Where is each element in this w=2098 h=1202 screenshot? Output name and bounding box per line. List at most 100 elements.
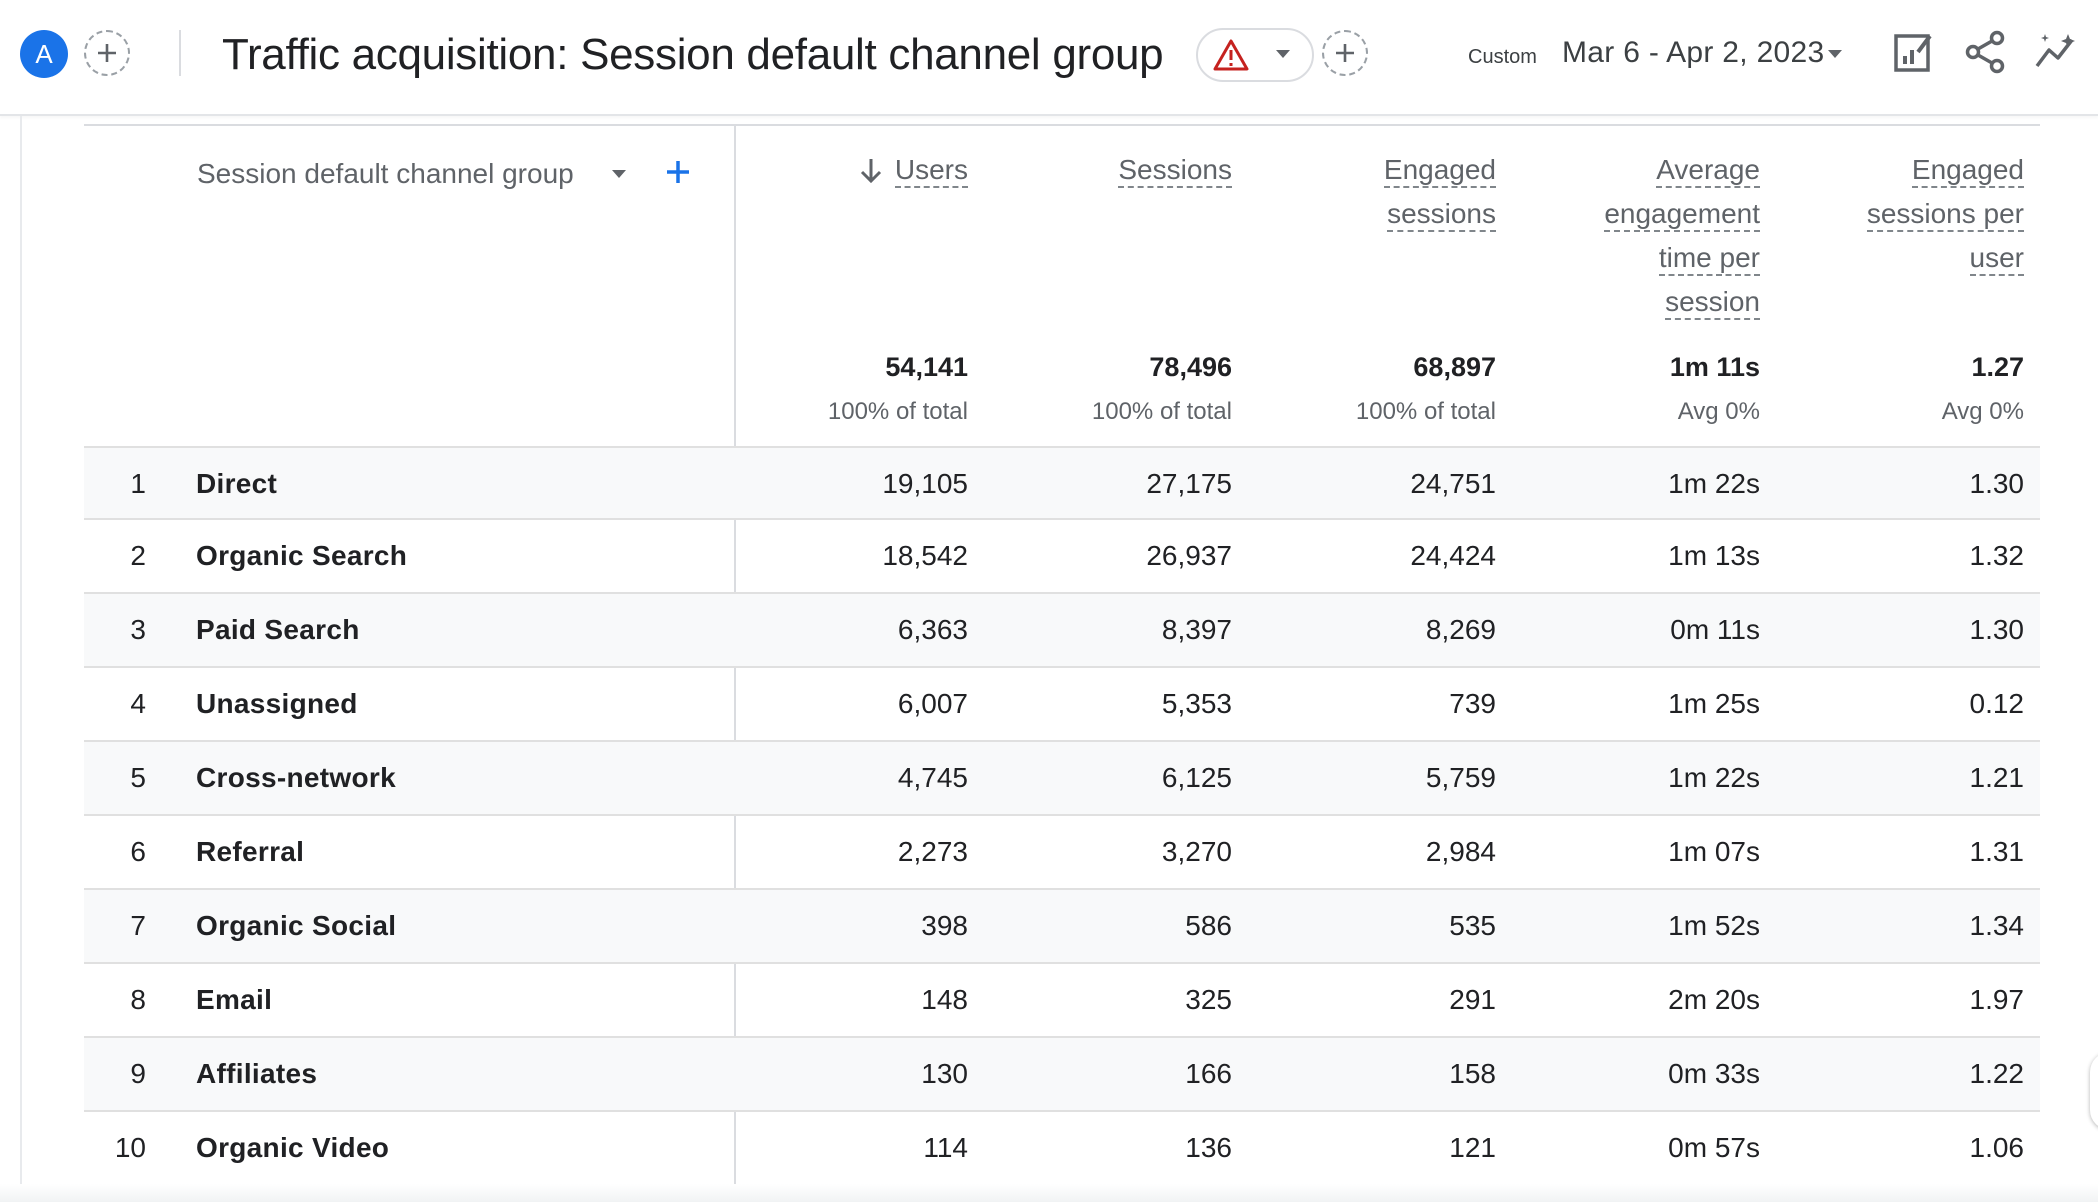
metric-cell-sessions: 8,397 — [1161, 614, 1232, 645]
metric-cell-engaged-sessions: 739 — [1449, 688, 1496, 719]
column-header-text: user — [1969, 242, 2024, 276]
metric-cell-engaged-sessions-per-user: 1.31 — [1969, 836, 2025, 867]
column-header-text: Engaged — [1911, 154, 2024, 188]
table-row[interactable]: 1 Direct 19,105 27,175 24,751 1m 22s 1.30 — [84, 446, 2040, 520]
table-row[interactable]: 2 Organic Search 18,542 26,937 24,424 1m 13s 1… — [84, 520, 2040, 594]
chevron-down-icon[interactable] — [610, 168, 628, 180]
date-range-type: Custom — [1468, 46, 1537, 68]
metric-cell-users: 130 — [921, 1058, 968, 1089]
channel-name[interactable]: Email — [196, 984, 273, 1015]
add-filter-button[interactable] — [1322, 30, 1368, 76]
metric-cell-engaged-sessions: 24,751 — [1410, 468, 1496, 499]
row-index: 6 — [130, 836, 146, 867]
channel-name[interactable]: Organic Social — [196, 910, 397, 941]
chevron-down-icon[interactable] — [1826, 48, 1844, 60]
page-bottom-edge — [0, 1184, 2098, 1202]
header-divider — [179, 30, 181, 76]
channel-name[interactable]: Affiliates — [196, 1058, 318, 1089]
add-comparison-icon — [98, 44, 116, 62]
metric-cell-avg-engagement-time: 2m 20s — [1668, 984, 1760, 1015]
table-row[interactable]: 5 Cross-network 4,745 6,125 5,759 1m 22s 1.21 — [84, 742, 2040, 816]
table-row[interactable]: 4 Unassigned 6,007 5,353 739 1m 25s 0.12 — [84, 668, 2040, 742]
left-panel-edge — [20, 116, 22, 1202]
column-header-sessions[interactable]: Sessions — [992, 150, 1232, 194]
metric-cell-users: 18,542 — [882, 540, 968, 571]
channel-name[interactable]: Organic Search — [196, 540, 408, 571]
warning-icon — [1213, 39, 1249, 71]
metric-cell-engaged-sessions: 24,424 — [1410, 540, 1496, 571]
metric-cell-engaged-sessions: 2,984 — [1425, 836, 1496, 867]
share-icon[interactable] — [1964, 30, 2006, 74]
metric-cell-users: 6,363 — [897, 614, 968, 645]
metric-cell-sessions: 6,125 — [1161, 762, 1232, 793]
metric-cell-engaged-sessions: 121 — [1449, 1132, 1496, 1163]
channel-name[interactable]: Cross-network — [196, 762, 396, 793]
total-percentage: Avg 0% — [1677, 398, 1760, 425]
metric-cell-users: 398 — [921, 910, 968, 941]
metric-cell-engaged-sessions-per-user: 0.12 — [1969, 688, 2025, 719]
page-title: Traffic acquisition: Session default cha… — [222, 30, 1164, 79]
metric-cell-users: 148 — [921, 984, 968, 1015]
scroll-handle[interactable] — [2090, 1052, 2098, 1130]
total-percentage: 100% of total — [1091, 398, 1232, 425]
add-comparison-button[interactable] — [84, 30, 130, 76]
metric-cell-avg-engagement-time: 1m 07s — [1668, 836, 1760, 867]
channel-name[interactable]: Organic Video — [196, 1132, 390, 1163]
table-row[interactable]: 9 Affiliates 130 166 158 0m 33s 1.22 — [84, 1038, 2040, 1112]
column-header-text: Average — [1656, 154, 1760, 188]
table-row[interactable]: 7 Organic Social 398 586 535 1m 52s 1.34 — [84, 890, 2040, 964]
total-percentage: 100% of total — [1355, 398, 1496, 425]
metric-cell-engaged-sessions: 5,759 — [1425, 762, 1496, 793]
metric-cell-users: 114 — [923, 1132, 968, 1163]
table-row[interactable]: 8 Email 148 325 291 2m 20s 1.97 — [84, 964, 2040, 1038]
metric-cell-engaged-sessions: 158 — [1449, 1058, 1496, 1089]
property-avatar[interactable]: A — [20, 30, 68, 78]
metric-cell-sessions: 136 — [1185, 1132, 1232, 1163]
table-row[interactable]: 6 Referral 2,273 3,270 2,984 1m 07s 1.31 — [84, 816, 2040, 890]
report-header: A Traffic acquisition: Session default c… — [0, 0, 2098, 116]
total-value: 54,141 — [885, 352, 968, 382]
column-header-text: time per — [1658, 242, 1760, 276]
metric-cell-engaged-sessions-per-user: 1.06 — [1969, 1132, 2025, 1163]
metric-cell-sessions: 26,937 — [1146, 540, 1232, 571]
metric-cell-sessions: 3,270 — [1161, 836, 1232, 867]
metric-cell-sessions: 586 — [1185, 910, 1232, 941]
metric-cell-engaged-sessions: 535 — [1449, 910, 1496, 941]
total-percentage: Avg 0% — [1941, 398, 2024, 425]
total-value: 78,496 — [1149, 352, 1232, 382]
row-index: 1 — [130, 468, 146, 499]
metric-cell-engaged-sessions-per-user: 1.30 — [1969, 614, 2025, 645]
date-range-picker[interactable]: Mar 6 - Apr 2, 2023 — [1562, 36, 1825, 69]
row-index: 8 — [130, 984, 146, 1015]
channel-name[interactable]: Paid Search — [196, 614, 360, 645]
column-header-text: engagement — [1604, 198, 1760, 232]
metric-cell-sessions: 27,175 — [1146, 468, 1232, 499]
channel-name[interactable]: Unassigned — [196, 688, 358, 719]
table-row[interactable]: 3 Paid Search 6,363 8,397 8,269 0m 11s 1.30 — [84, 594, 2040, 668]
row-index: 4 — [130, 688, 146, 719]
customize-report-icon[interactable] — [1892, 30, 1934, 74]
column-header-engaged-sessions[interactable]: Engaged sessions — [1256, 150, 1496, 238]
metric-cell-avg-engagement-time: 1m 22s — [1668, 762, 1760, 793]
column-header-text: Users — [894, 154, 968, 188]
table-row[interactable]: 10 Organic Video 114 136 121 0m 57s 1.06 — [84, 1112, 2040, 1186]
column-header-users[interactable]: Users — [728, 150, 968, 194]
metric-cell-avg-engagement-time: 1m 13s — [1668, 540, 1760, 571]
channel-name[interactable]: Direct — [196, 468, 278, 499]
channel-name[interactable]: Referral — [196, 836, 305, 867]
insights-icon[interactable] — [2034, 30, 2080, 74]
dimension-column-header[interactable]: Session default channel group — [197, 158, 574, 189]
metric-cell-sessions: 5,353 — [1161, 688, 1232, 719]
metric-cell-sessions: 325 — [1185, 984, 1232, 1015]
column-header-engaged-sessions-per-user[interactable]: Engaged sessions per user — [1784, 150, 2024, 282]
column-header-text: sessions — [1387, 198, 1496, 232]
table-top-border — [84, 124, 2040, 126]
data-quality-warning-button[interactable] — [1196, 28, 1314, 82]
add-dimension-icon[interactable] — [664, 158, 692, 186]
metric-cell-users: 19,105 — [882, 468, 968, 499]
sort-descending-icon[interactable] — [858, 156, 884, 186]
metric-cell-engaged-sessions-per-user: 1.22 — [1969, 1058, 2025, 1089]
metric-cell-engaged-sessions-per-user: 1.34 — [1969, 910, 2025, 941]
column-header-text: Engaged — [1383, 154, 1496, 188]
column-header-avg-engagement-time[interactable]: Average engagement time per session — [1520, 150, 1760, 326]
